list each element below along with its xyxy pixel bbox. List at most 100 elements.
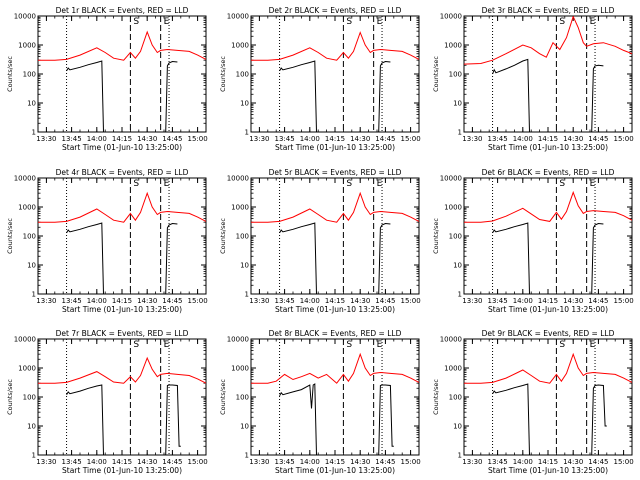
- y-tick-label: 1: [458, 129, 462, 137]
- panel-det-3: Det 3r BLACK = Events, RED = LLD 1 10 100 10…: [432, 6, 634, 152]
- y-tick-label: 100: [236, 394, 249, 402]
- interval-marker-label: S: [559, 179, 565, 189]
- x-tick-label: 13:45: [62, 297, 82, 305]
- x-tick-label: 15:00: [401, 135, 421, 143]
- y-axis-label: Counts/sec: [6, 218, 14, 254]
- series-line-events: [492, 58, 604, 132]
- plot-frame: [250, 338, 420, 456]
- chart-title: Det 8r BLACK = Events, RED = LLD: [269, 329, 402, 338]
- y-tick-label: 10: [453, 100, 462, 108]
- x-tick-label: 14:00: [300, 135, 320, 143]
- x-tick-label: 14:45: [162, 135, 182, 143]
- x-tick-label: 13:45: [488, 458, 508, 466]
- series-line-lld: [251, 352, 419, 384]
- series-line-lld: [464, 190, 632, 223]
- x-tick-label: 14:15: [112, 458, 132, 466]
- plot-frame: [463, 177, 633, 295]
- x-tick-label: 13:30: [36, 297, 56, 305]
- y-tick-label: 1000: [231, 365, 249, 373]
- interval-marker-label: E: [590, 179, 596, 189]
- panel-det-6: Det 6r BLACK = Events, RED = LLD 1 10 100 10…: [432, 168, 634, 314]
- x-axis-label: Start Time (01-Jun-10 13:25:00): [62, 143, 182, 152]
- panel-det-1: Det 1r BLACK = Events, RED = LLD 1 10 100 10…: [6, 6, 208, 152]
- x-tick-label: 14:00: [300, 458, 320, 466]
- plot-frame: [37, 15, 207, 133]
- y-tick-label: 100: [449, 71, 462, 79]
- panel-det-4: Det 4r BLACK = Events, RED = LLD 1 10 100 10…: [6, 168, 208, 314]
- chart-title: Det 5r BLACK = Events, RED = LLD: [269, 168, 402, 177]
- x-tick-label: 15:00: [401, 297, 421, 305]
- x-tick-label: 14:15: [325, 458, 345, 466]
- x-tick-label: 14:45: [588, 458, 608, 466]
- chart-title: Det 1r BLACK = Events, RED = LLD: [56, 6, 189, 15]
- chart-title: Det 6r BLACK = Events, RED = LLD: [482, 168, 615, 177]
- y-tick-label: 10: [453, 262, 462, 270]
- x-tick-label: 14:15: [538, 297, 558, 305]
- x-axis-label: Start Time (01-Jun-10 13:25:00): [62, 466, 182, 475]
- x-tick-label: 14:45: [375, 135, 395, 143]
- y-tick-label: 1: [32, 291, 36, 299]
- y-tick-label: 10: [240, 100, 249, 108]
- series-line-lld: [464, 352, 632, 384]
- y-tick-label: 1000: [444, 365, 462, 373]
- y-axis-label: Counts/sec: [6, 56, 14, 92]
- x-tick-label: 13:30: [462, 135, 482, 143]
- series-line-lld: [38, 191, 206, 223]
- x-tick-label: 14:15: [538, 135, 558, 143]
- x-tick-label: 14:15: [325, 135, 345, 143]
- series-line-events: [66, 60, 178, 132]
- x-tick-label: 14:30: [350, 458, 370, 466]
- y-tick-label: 10: [27, 100, 36, 108]
- interval-marker-label: S: [346, 17, 352, 27]
- y-tick-label: 100: [449, 233, 462, 241]
- x-axis-label: Start Time (01-Jun-10 13:25:00): [275, 143, 395, 152]
- y-tick-label: 1: [458, 452, 462, 460]
- y-tick-label: 10000: [440, 336, 462, 344]
- series-line-lld: [464, 16, 632, 65]
- series-line-events: [279, 222, 391, 294]
- y-axis-label: Counts/sec: [219, 56, 227, 92]
- y-tick-label: 1000: [231, 204, 249, 212]
- x-tick-label: 14:30: [137, 135, 157, 143]
- interval-marker-label: S: [559, 340, 565, 350]
- x-tick-label: 15:00: [188, 458, 208, 466]
- interval-marker-label: S: [346, 179, 352, 189]
- x-axis-label: Start Time (01-Jun-10 13:25:00): [488, 466, 608, 475]
- y-tick-label: 10000: [227, 336, 249, 344]
- y-tick-label: 1000: [18, 204, 36, 212]
- series-line-events: [279, 383, 394, 455]
- panel-det-9: Det 9r BLACK = Events, RED = LLD 1 10 100 10…: [432, 329, 634, 475]
- x-tick-label: 13:30: [36, 458, 56, 466]
- y-tick-label: 10: [27, 262, 36, 270]
- y-tick-label: 10000: [440, 175, 462, 183]
- x-tick-label: 15:00: [188, 297, 208, 305]
- panel-det-8: Det 8r BLACK = Events, RED = LLD 1 10 100 10…: [219, 329, 421, 475]
- interval-marker-label: E: [377, 17, 383, 27]
- y-axis-label: Counts/sec: [432, 56, 440, 92]
- y-tick-label: 10: [453, 423, 462, 431]
- series-line-events: [279, 60, 391, 132]
- x-tick-label: 14:00: [513, 458, 533, 466]
- x-tick-label: 14:00: [513, 297, 533, 305]
- interval-marker-label: E: [377, 340, 383, 350]
- y-tick-label: 1000: [444, 42, 462, 50]
- y-axis-label: Counts/sec: [6, 379, 14, 415]
- interval-marker-label: E: [377, 179, 383, 189]
- y-tick-label: 10000: [227, 13, 249, 21]
- chart-title: Det 3r BLACK = Events, RED = LLD: [482, 6, 615, 15]
- plot-frame: [250, 15, 420, 133]
- y-axis-label: Counts/sec: [219, 379, 227, 415]
- x-tick-label: 14:30: [137, 297, 157, 305]
- x-tick-label: 13:45: [62, 135, 82, 143]
- y-tick-label: 100: [23, 233, 36, 241]
- series-line-events: [66, 222, 178, 294]
- y-axis-label: Counts/sec: [432, 379, 440, 415]
- x-tick-label: 14:30: [563, 297, 583, 305]
- x-tick-label: 15:00: [401, 458, 421, 466]
- x-tick-label: 14:45: [588, 135, 608, 143]
- y-tick-label: 1000: [18, 42, 36, 50]
- y-tick-label: 100: [236, 233, 249, 241]
- panel-det-7: Det 7r BLACK = Events, RED = LLD 1 10 100 10…: [6, 329, 208, 475]
- series-line-lld: [38, 30, 206, 61]
- y-tick-label: 1: [458, 291, 462, 299]
